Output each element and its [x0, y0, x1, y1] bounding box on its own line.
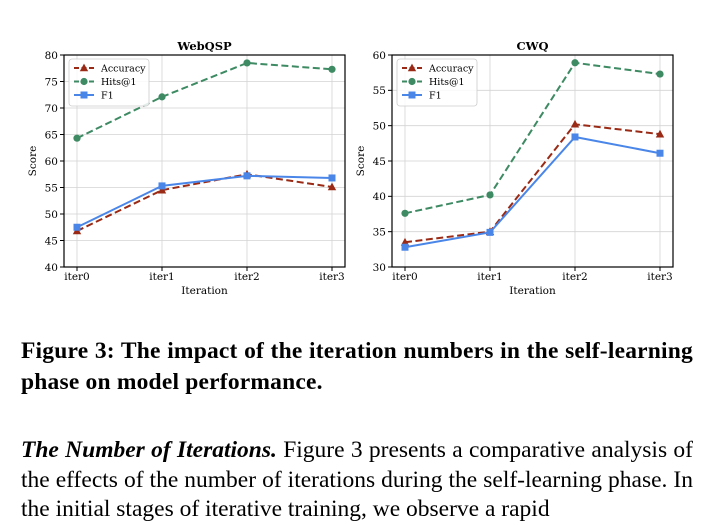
y-tick-label: 35: [373, 226, 386, 238]
y-tick-label: 50: [45, 209, 58, 221]
y-tick-label: 60: [45, 156, 58, 168]
data-point-f1: [486, 228, 494, 236]
x-axis-label: Iteration: [181, 285, 228, 297]
figure-caption: Figure 3: The impact of the iteration nu…: [21, 338, 693, 395]
x-axis-label: Iteration: [509, 285, 556, 297]
series-line-f1: [404, 135, 661, 249]
legend-label: F1: [429, 91, 442, 102]
y-tick-label: 65: [45, 129, 58, 141]
y-tick-label: 40: [373, 191, 386, 203]
y-tick-label: 60: [373, 50, 386, 62]
figure-3: 40 45 50 55 60 65 70 75 80 iter0 iter1 iter2 iter3 We…: [27, 39, 674, 297]
series-line-hits1: [76, 61, 333, 140]
y-tick-label: 30: [373, 262, 386, 274]
line-charts: 40 45 50 55 60 65 70 75 80 iter0 iter1 iter2 iter3 We…: [27, 39, 674, 297]
chart-panel-cwq: 30 35 40 45 50 55 60 iter0 iter1 iter2 iter3 CWQ Ite…: [355, 39, 674, 297]
x-tick-label: iter1: [149, 271, 175, 283]
series-line-accuracy: [404, 123, 661, 244]
y-tick-label: 40: [45, 262, 58, 274]
y-axis-label: Score: [27, 146, 39, 177]
legend-label: Accuracy: [100, 64, 146, 75]
x-tick-label: iter2: [234, 271, 260, 283]
chart-title: CWQ: [516, 39, 548, 53]
series-line-accuracy: [76, 173, 333, 232]
series-line-hits1: [404, 61, 661, 215]
y-tick-label: 55: [45, 182, 58, 194]
data-point-hits1: [243, 59, 251, 67]
legend-marker: [408, 77, 416, 86]
y-tick-label: 50: [373, 120, 386, 132]
data-point-hits1: [571, 59, 579, 67]
data-point-accuracy: [570, 119, 580, 128]
x-tick-label: iter0: [64, 271, 90, 283]
legend-marker: [80, 91, 88, 99]
y-axis-label: Score: [355, 146, 367, 177]
x-tick-label: iter0: [392, 271, 418, 283]
data-point-hits1: [486, 191, 494, 199]
data-point-f1: [328, 174, 336, 182]
paragraph-run-in-heading: The Number of Iterations.: [21, 437, 277, 463]
data-point-hits1: [158, 93, 166, 101]
y-tick-label: 45: [45, 235, 58, 247]
data-point-accuracy: [655, 129, 665, 138]
chart-title: WebQSP: [176, 39, 232, 53]
legend-marker: [408, 91, 416, 99]
x-tick-label: iter3: [319, 271, 345, 283]
legend-label: Accuracy: [428, 64, 474, 75]
legend-label: F1: [101, 91, 114, 102]
legend-marker: [407, 63, 417, 72]
data-point-accuracy: [157, 185, 167, 194]
data-point-hits1: [328, 65, 336, 73]
data-point-hits1: [401, 209, 409, 217]
data-point-hits1: [656, 70, 664, 78]
data-point-hits1: [73, 134, 81, 142]
data-point-f1: [656, 149, 664, 157]
data-point-f1: [243, 172, 251, 180]
y-tick-label: 70: [45, 103, 58, 115]
y-tick-label: 45: [373, 156, 386, 168]
legend-marker: [80, 77, 88, 86]
data-point-f1: [401, 243, 409, 251]
legend-label: Hits@1: [429, 77, 465, 88]
series-line-f1: [76, 174, 333, 229]
data-point-accuracy: [400, 237, 410, 246]
x-tick-label: iter2: [562, 271, 588, 283]
legend-label: Hits@1: [101, 77, 137, 88]
legend: Accuracy Hits@1 F1: [396, 58, 478, 107]
data-point-f1: [571, 133, 579, 141]
y-tick-label: 80: [45, 50, 58, 62]
legend-marker: [79, 63, 89, 72]
legend: Accuracy Hits@1 F1: [68, 58, 150, 107]
data-point-f1: [158, 182, 166, 190]
data-point-f1: [73, 223, 81, 231]
x-tick-label: iter1: [477, 271, 503, 283]
x-tick-label: iter3: [647, 271, 673, 283]
chart-panel-webqsp: 40 45 50 55 60 65 70 75 80 iter0 iter1 iter2 iter3 We…: [27, 39, 346, 297]
y-tick-label: 55: [373, 85, 386, 97]
body-paragraph: The Number of Iterations. Figure 3 prese…: [21, 436, 693, 525]
data-point-accuracy: [327, 182, 337, 191]
y-tick-label: 75: [45, 76, 58, 88]
